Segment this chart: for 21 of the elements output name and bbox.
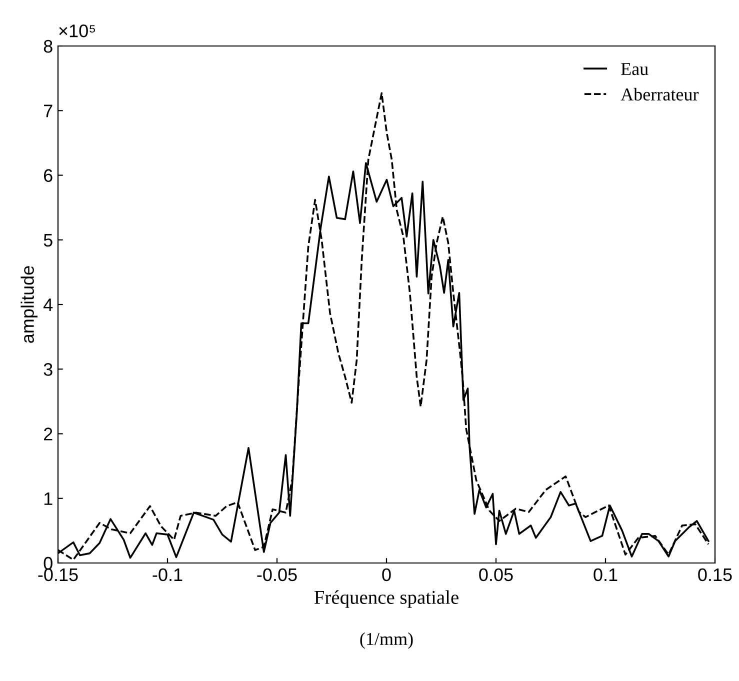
legend-label: Aberrateur	[620, 88, 699, 101]
x-tick-label: 0	[382, 568, 391, 582]
y-tick-label: 1	[44, 492, 52, 505]
legend-label: Eau	[621, 63, 648, 76]
y-tick-label: 8	[44, 40, 52, 53]
y-tick-label: 2	[44, 428, 52, 440]
y-tick-label: 3	[44, 363, 52, 376]
y-tick-label: 6	[44, 169, 52, 182]
x-tick-label: 0.05	[479, 568, 513, 582]
y-tick-label: 4	[44, 298, 53, 312]
x-tick-label: -0.1	[152, 568, 182, 582]
x-tick-label: -0.15	[38, 568, 78, 582]
x-tick-label: -0.05	[257, 568, 297, 582]
x-axis-title: Fréquence spatiale	[314, 590, 458, 608]
y-tick-label: 5	[44, 234, 52, 247]
text: (1/mm)	[360, 632, 413, 649]
text: ×10⁵	[59, 24, 95, 38]
y-tick-label: 7	[44, 104, 52, 118]
x-tick-label: 0.15	[698, 568, 732, 582]
x-tick-label: 0.1	[594, 568, 618, 582]
y-axis-title: amplitude	[20, 266, 38, 343]
